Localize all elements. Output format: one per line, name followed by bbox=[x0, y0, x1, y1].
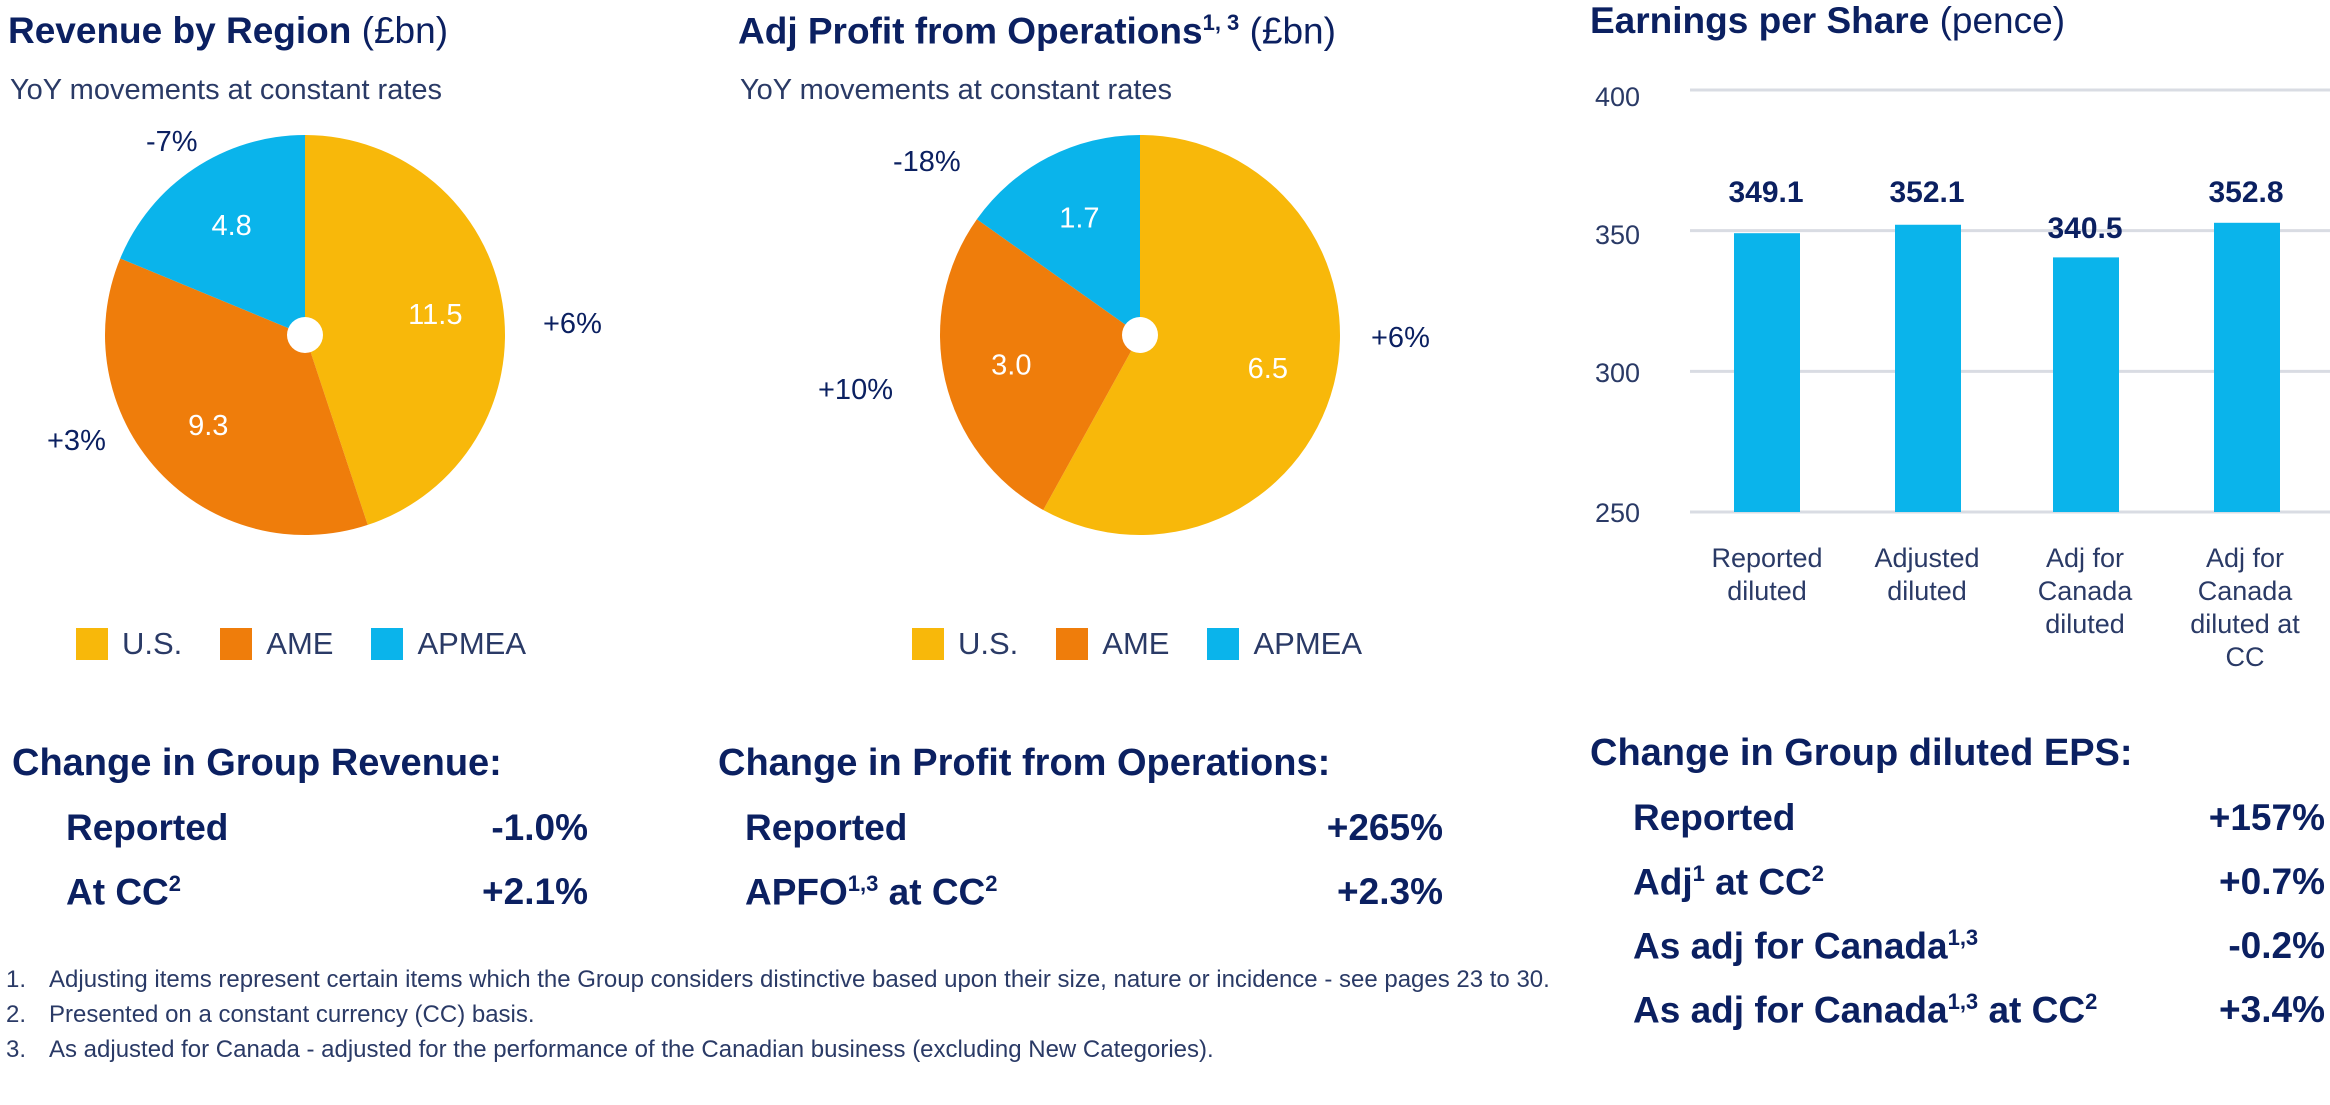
legend-label: U.S. bbox=[122, 626, 183, 661]
revenue-change-row: Reported -1.0% bbox=[66, 807, 588, 848]
pie1-change-us: +6% bbox=[543, 308, 602, 340]
x-category-label: Reported diluted bbox=[1711, 543, 1823, 606]
eps-bar-plot-area bbox=[1690, 88, 2330, 514]
footnote-item: 3. As adjusted for Canada - adjusted for … bbox=[6, 1036, 1214, 1063]
profit-title: Adj Profit from Operations1, 3 (£bn) bbox=[738, 10, 1336, 52]
legend-label: U.S. bbox=[958, 626, 1019, 661]
footnotes: 1. Adjusting items represent certain item… bbox=[6, 962, 1566, 1067]
revenue-legend: U.S. AME APMEA bbox=[76, 626, 526, 662]
eps-title: Earnings per Share (pence) bbox=[1590, 0, 2066, 41]
pie1-change-ame: +3% bbox=[47, 425, 106, 457]
x-category-label: Adjusted diluted bbox=[1874, 543, 1980, 606]
legend-item-us: U.S. bbox=[76, 626, 182, 662]
legend-label: APMEA bbox=[1253, 626, 1363, 661]
eps-bar bbox=[2053, 257, 2119, 512]
revenue-change-title: Change in Group Revenue: bbox=[12, 742, 502, 784]
eps-change-row: Adj1 at CC2 +0.7% bbox=[1633, 861, 2325, 903]
profit-legend: U.S. AME APMEA bbox=[912, 626, 1362, 662]
eps-bar bbox=[2214, 222, 2280, 512]
pie2-change-us: +6% bbox=[1371, 322, 1430, 354]
eps-change-row: As adj for Canada1,3 at CC2 +3.4% bbox=[1633, 989, 2325, 1031]
legend-item-apmea: APMEA bbox=[1207, 626, 1362, 662]
eps-bar bbox=[1895, 224, 1961, 512]
profit-pie-chart: 6.5 3.0 1.7 bbox=[940, 135, 1340, 535]
pie1-change-apmea: -7% bbox=[146, 126, 198, 158]
bar-value-label: 349.1 bbox=[1728, 176, 1804, 209]
eps-change-row: Reported +157% bbox=[1633, 797, 2325, 838]
revenue-subtitle: YoY movements at constant rates bbox=[10, 74, 443, 106]
legend-swatch-ame bbox=[1056, 628, 1089, 660]
pie-slice-ame bbox=[104, 258, 368, 535]
pie-value-label-ame: 9.3 bbox=[188, 410, 228, 442]
profit-change-row: Reported +265% bbox=[745, 807, 1443, 848]
profit-change-title: Change in Profit from Operations: bbox=[718, 742, 1331, 784]
pie-slice-us bbox=[305, 135, 506, 525]
legend-label: AME bbox=[1102, 626, 1170, 661]
profit-change-row: APFO1,3 at CC2 +2.3% bbox=[745, 871, 1443, 913]
pie-slice-ame bbox=[940, 219, 1140, 511]
profit-subtitle: YoY movements at constant rates bbox=[740, 74, 1173, 106]
eps-change-row: As adj for Canada1,3 -0.2% bbox=[1633, 925, 2325, 967]
bar-value-label: 352.1 bbox=[1889, 176, 1965, 209]
y-tick-label: 300 bbox=[1594, 358, 1640, 388]
x-category-label: Adj for Canada diluted bbox=[2037, 543, 2133, 639]
pie-center-hole bbox=[1122, 317, 1158, 353]
y-tick-label: 400 bbox=[1594, 82, 1640, 112]
y-tick-label: 250 bbox=[1594, 498, 1640, 528]
legend-item-apmea: APMEA bbox=[371, 626, 526, 662]
legend-swatch-apmea bbox=[1207, 628, 1240, 660]
eps-bar bbox=[1734, 233, 1800, 512]
pie-center-hole bbox=[287, 317, 323, 353]
pie2-change-apmea: -18% bbox=[893, 146, 961, 178]
pie-value-label-us: 6.5 bbox=[1248, 353, 1288, 385]
legend-label: APMEA bbox=[417, 626, 527, 661]
footnote-item: 1. Adjusting items represent certain item… bbox=[6, 966, 1550, 993]
revenue-title: Revenue by Region (£bn) bbox=[8, 10, 449, 51]
footnote-item: 2. Presented on a constant currency (CC) … bbox=[6, 1001, 535, 1028]
pie-value-label-apmea: 1.7 bbox=[1059, 203, 1099, 235]
pie-value-label-apmea: 4.8 bbox=[212, 210, 252, 242]
eps-change-title: Change in Group diluted EPS: bbox=[1590, 732, 2133, 774]
legend-item-us: U.S. bbox=[912, 626, 1018, 662]
pie-value-label-ame: 3.0 bbox=[991, 349, 1031, 381]
pie-slice-us bbox=[1043, 135, 1340, 535]
pie-slice-apmea bbox=[976, 135, 1140, 335]
bar-value-label: 352.8 bbox=[2208, 176, 2284, 209]
legend-label: AME bbox=[266, 626, 334, 661]
revenue-change-row: At CC2 +2.1% bbox=[66, 871, 588, 913]
legend-swatch-apmea bbox=[371, 628, 404, 660]
pie-slice-apmea bbox=[120, 135, 305, 335]
legend-item-ame: AME bbox=[220, 626, 333, 662]
pie2-change-ame: +10% bbox=[818, 374, 893, 406]
y-tick-label: 350 bbox=[1594, 220, 1640, 250]
legend-swatch-us bbox=[76, 628, 108, 660]
legend-swatch-ame bbox=[220, 628, 253, 660]
bar-value-label: 340.5 bbox=[2047, 212, 2123, 245]
legend-item-ame: AME bbox=[1056, 626, 1169, 662]
legend-swatch-us bbox=[912, 628, 944, 660]
revenue-pie-chart: 11.5 9.3 4.8 bbox=[104, 135, 506, 535]
pie-value-label-us: 11.5 bbox=[408, 299, 462, 331]
x-category-label: Adj for Canada diluted at CC bbox=[2190, 543, 2300, 672]
